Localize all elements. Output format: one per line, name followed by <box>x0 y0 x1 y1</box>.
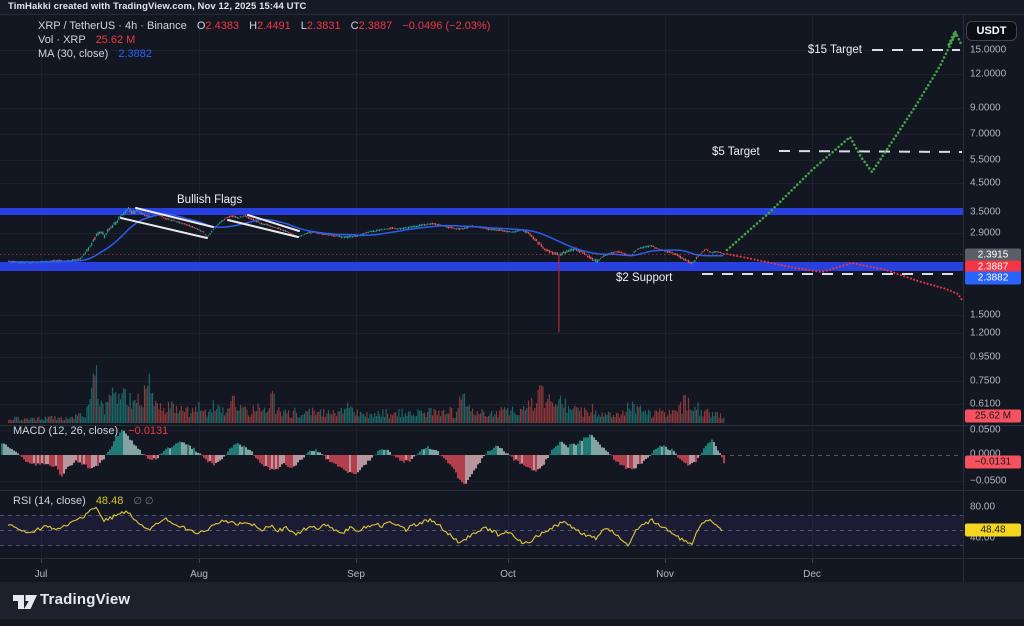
ohlc-high-value: 2.4491 <box>257 20 291 32</box>
currency-toggle-button[interactable]: USDT <box>966 21 1017 41</box>
ohlc-high-label: H <box>249 20 258 32</box>
price-axis-label: 0.7500 <box>970 375 1001 387</box>
ohlc-close-value: 2.3887 <box>358 20 393 32</box>
time-axis-month-label: Nov <box>656 569 674 580</box>
macd-label: MACD (12, 26, close) <box>13 425 119 437</box>
time-axis-month-label: Jul <box>34 569 48 580</box>
volume-row[interactable]: Vol · XRP 25.62 M <box>38 34 490 47</box>
price-axis-label: 15.0000 <box>970 44 1007 56</box>
price-axis-label: 80.00 <box>970 501 996 513</box>
price-axis-label: 4.5000 <box>970 177 1001 189</box>
target5-annotation[interactable]: $5 Target <box>712 146 760 158</box>
price-axis-label: 0.0500 <box>970 424 1001 436</box>
rsi-value: 48.48 <box>95 495 124 507</box>
rsi-label: RSI (14, close) <box>13 495 86 507</box>
price-badge: 2.3887 <box>965 260 1021 273</box>
price-axis-label: 0.0000 <box>970 448 1001 460</box>
change-value: −0.0496 (−2.03%) <box>402 20 491 32</box>
tradingview-brand-text[interactable]: TradingView <box>40 591 131 608</box>
tradingview-logo-icon[interactable] <box>12 591 38 616</box>
price-badge: 2.3915 <box>965 248 1021 262</box>
volume-label: Vol · XRP <box>38 34 86 46</box>
time-axis[interactable]: Jul Aug Sep Oct Nov Dec <box>0 558 963 582</box>
macd-value: −0.0131 <box>128 425 169 437</box>
target15-annotation[interactable]: $15 Target <box>807 44 862 56</box>
price-badge: 48.48 <box>965 523 1021 537</box>
price-axis-label: 0.6100 <box>970 398 1001 410</box>
ohlc-open-label: O <box>196 20 206 32</box>
ohlc-close-label: C <box>350 20 359 32</box>
attribution-text: TimHakki created with TradingView.com, N… <box>8 1 307 12</box>
volume-value: 25.62 M <box>95 34 136 46</box>
price-axis-label: 9.0000 <box>970 102 1001 114</box>
support2-annotation[interactable]: $2 Support <box>616 272 673 284</box>
price-axis-label: 3.5000 <box>970 206 1001 218</box>
bottom-edge <box>0 619 1024 626</box>
time-axis-month-label: Oct <box>500 569 516 580</box>
footer: TradingView <box>0 582 1024 620</box>
bullish-flags-annotation[interactable]: Bullish Flags <box>177 194 243 206</box>
ohlc-low-value: 2.3831 <box>306 20 341 32</box>
price-badge: 25.62 M <box>965 409 1021 423</box>
price-badge: −0.0131 <box>965 455 1021 469</box>
price-axis-label: 40.00 <box>970 532 996 544</box>
ma-value: 2.3882 <box>118 48 153 60</box>
macd-legend[interactable]: MACD (12, 26, close) −0.0131 <box>13 425 168 437</box>
price-axis-label: 5.5000 <box>970 154 1001 166</box>
time-axis-month-label: Aug <box>190 569 208 580</box>
price-axis-label: 1.5000 <box>970 309 1001 321</box>
price-axis-label: 2.9000 <box>970 227 1001 239</box>
price-axis[interactable]: 15.0000 12.0000 9.0000 7.0000 5.5000 4.5000 3.… <box>964 14 1024 582</box>
ohlc-open-value: 2.4383 <box>205 20 240 32</box>
price-badge: 2.3882 <box>965 271 1021 285</box>
ohlc-low-label: L <box>300 20 307 32</box>
symbol-row[interactable]: XRP / TetherUS · 4h · Binance O2.4383 H2… <box>38 20 490 33</box>
rsi-legend[interactable]: RSI (14, close) 48.48 ∅ ∅ <box>13 495 154 507</box>
price-axis-label: −0.0500 <box>970 475 1007 487</box>
legend: XRP / TetherUS · 4h · Binance O2.4383 H2… <box>38 20 490 62</box>
ma-row[interactable]: MA (30, close) 2.3882 <box>38 48 490 61</box>
price-axis-label: 0.9500 <box>970 351 1001 363</box>
rsi-empty-icons: ∅ ∅ <box>133 496 154 507</box>
time-axis-month-label: Sep <box>347 569 365 580</box>
symbol-title[interactable]: XRP / TetherUS · 4h · Binance <box>38 20 187 32</box>
attribution-bar: TimHakki created with TradingView.com, N… <box>0 0 1024 15</box>
ma-label: MA (30, close) <box>38 48 109 60</box>
time-axis-month-label: Dec <box>803 569 821 580</box>
price-axis-label: 7.0000 <box>970 128 1001 140</box>
price-axis-label: 1.2000 <box>970 327 1001 339</box>
price-axis-label: 12.0000 <box>970 68 1007 80</box>
